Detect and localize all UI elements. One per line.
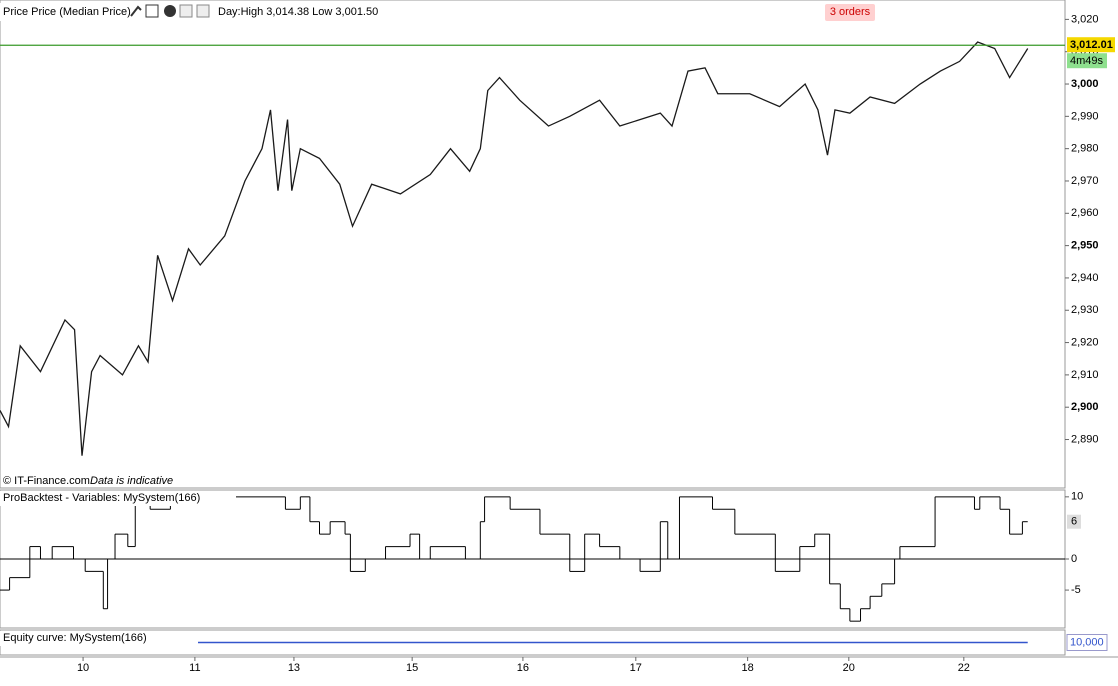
x-tick-label: 11 [189, 662, 200, 674]
current-price: 3,012.01 [1070, 39, 1113, 51]
charts: 3,0203,0103,0002,9902,9802,9702,9602,950… [0, 13, 1115, 674]
y-tick-label: 2,980 [1071, 143, 1099, 155]
y-tick-label: 2,960 [1071, 207, 1099, 219]
y-tick-label: 2,900 [1071, 401, 1099, 413]
value-badge [1066, 634, 1108, 651]
x-tick-label: 22 [958, 662, 970, 674]
x-tick-label: 10 [77, 662, 89, 674]
title-bg [0, 3, 128, 21]
title-bg [0, 631, 198, 646]
y-tick-label: 2,930 [1071, 304, 1099, 316]
y-tick-label: 3,020 [1071, 13, 1099, 25]
x-tick-label: 15 [406, 662, 418, 674]
y-tick-label: 2,890 [1071, 433, 1099, 445]
y-tick-label: 0 [1071, 553, 1077, 565]
y-tick-label: 2,940 [1071, 272, 1099, 284]
copyright: © IT-Finance.com [3, 475, 90, 487]
title-bg [0, 491, 236, 506]
x-tick-label: 16 [517, 662, 529, 674]
price-frame [0, 0, 1066, 489]
timer-badge [1067, 53, 1107, 69]
day-range: Day:High 3,014.38 Low 3,001.50 [218, 6, 378, 18]
price-badge [1067, 37, 1115, 53]
x-tick-label: 17 [630, 662, 642, 674]
y-tick-label: 2,950 [1071, 240, 1099, 252]
y-tick-label: 2,990 [1071, 110, 1099, 122]
price-title: Price Price (Median Price) [3, 6, 131, 18]
timer: 4m49s [1070, 55, 1104, 67]
toolbar[interactable] [130, 4, 210, 18]
x-tick-label: 13 [288, 662, 300, 674]
x-tick-label: 18 [742, 662, 754, 674]
x-tick-label: 20 [843, 662, 855, 674]
equity-title: Equity curve: MySystem(166) [3, 632, 147, 644]
price-line [0, 41, 1029, 456]
y-tick-label: 2,910 [1071, 369, 1099, 381]
y-tick-label: -5 [1071, 584, 1081, 596]
y-tick-label: 10 [1071, 491, 1083, 503]
disclaimer: Data is indicative [90, 475, 173, 487]
y-tick-label: 3,000 [1071, 78, 1099, 90]
indicator-title: ProBacktest - Variables: MySystem(166) [3, 492, 200, 504]
y-tick-label: 2,920 [1071, 336, 1099, 348]
value-badge [1067, 514, 1081, 529]
y-tick-label: 2,970 [1071, 175, 1099, 187]
current-value: 6 [1071, 516, 1077, 528]
orders[interactable]: 3 orders [830, 6, 871, 18]
current-equity: 10,000 [1070, 636, 1104, 648]
orders-badge[interactable] [825, 4, 875, 21]
